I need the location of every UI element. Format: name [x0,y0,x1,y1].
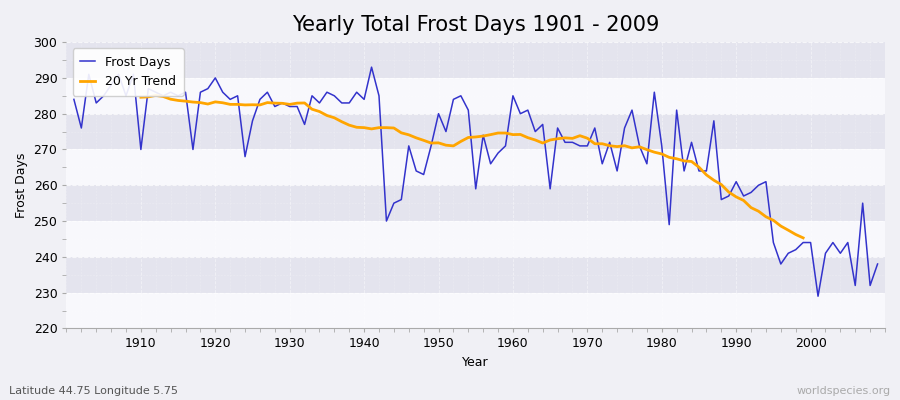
X-axis label: Year: Year [463,356,489,369]
Text: Latitude 44.75 Longitude 5.75: Latitude 44.75 Longitude 5.75 [9,386,178,396]
Frost Days [604,140,615,145]
20 Yr Trend [232,102,243,107]
Frost Days [337,100,347,105]
20 Yr Trend [797,236,808,240]
Text: worldspecies.org: worldspecies.org [796,386,891,396]
Bar [67,257,885,293]
Bar [67,42,885,78]
Legend: Frost Days, 20 Yr Trend: Frost Days, 20 Yr Trend [73,48,184,96]
Frost Days [68,97,79,102]
20 Yr Trend [136,95,147,100]
20 Yr Trend [776,224,787,228]
Bar [67,150,885,185]
Bar [67,78,885,114]
Frost Days [872,262,883,266]
20 Yr Trend [604,143,615,148]
Bar [67,221,885,257]
20 Yr Trend [344,123,355,128]
Frost Days [128,72,139,77]
Line: 20 Yr Trend: 20 Yr Trend [141,96,803,238]
20 Yr Trend [694,165,705,170]
Frost Days [292,104,302,109]
Frost Days [366,65,377,70]
Title: Yearly Total Frost Days 1901 - 2009: Yearly Total Frost Days 1901 - 2009 [292,15,660,35]
Y-axis label: Frost Days: Frost Days [15,152,28,218]
Bar [67,185,885,221]
Bar [67,114,885,150]
Frost Days [813,294,824,299]
Line: Frost Days: Frost Days [74,67,878,296]
Frost Days [515,111,526,116]
Bar [67,293,885,328]
Frost Days [508,93,518,98]
20 Yr Trend [150,93,161,98]
20 Yr Trend [708,178,719,183]
